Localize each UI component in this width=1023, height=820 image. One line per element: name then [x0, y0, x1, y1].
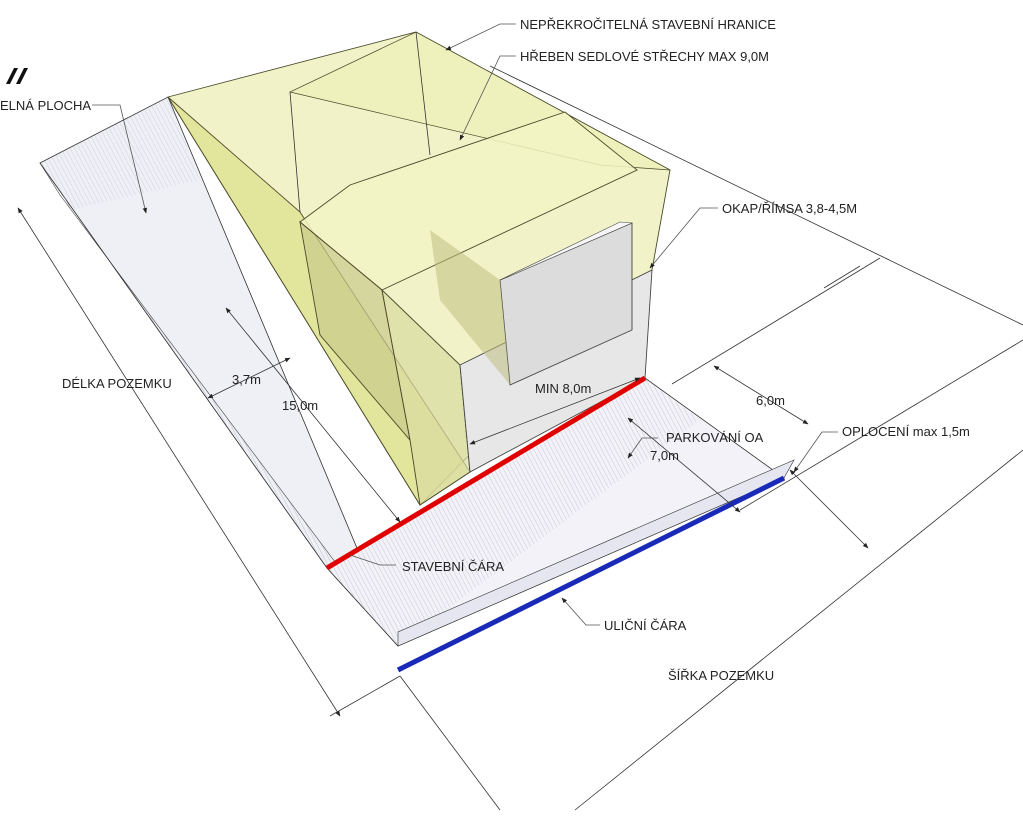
label-dim-3-7: 3,7m — [232, 372, 261, 387]
logo-fragment — [6, 68, 28, 84]
label-min-8: MIN 8,0m — [535, 381, 591, 396]
leader-lines — [92, 23, 838, 626]
label-fence: OPLOCENÍ max 1,5m — [842, 424, 970, 439]
label-plot-length: DÉLKA POZEMKU — [62, 376, 172, 391]
label-parking: PARKOVÁNÍ OA — [666, 430, 764, 445]
label-dim-15: 15,0m — [282, 398, 318, 413]
label-buildable-area: ELNÁ PLOCHA — [0, 98, 91, 113]
label-street-line: ULIČNÍ ČÁRA — [604, 618, 687, 633]
dimension-lines — [17, 207, 869, 717]
label-dim-7: 7,0m — [650, 448, 679, 463]
label-eaves: OKAP/ŘÍMSA 3,8-4,5M — [722, 201, 857, 216]
label-hard-boundary: NEPŘEKROČITELNÁ STAVEBNÍ HRANICE — [520, 17, 776, 32]
label-ridge: HŘEBEN SEDLOVÉ STŘECHY MAX 9,0M — [520, 49, 769, 64]
label-building-line: STAVEBNÍ ČÁRA — [402, 559, 504, 574]
plot-outline — [399, 65, 1023, 811]
label-plot-width: ŠÍŘKA POZEMKU — [668, 668, 774, 683]
label-dim-6: 6,0m — [756, 393, 785, 408]
